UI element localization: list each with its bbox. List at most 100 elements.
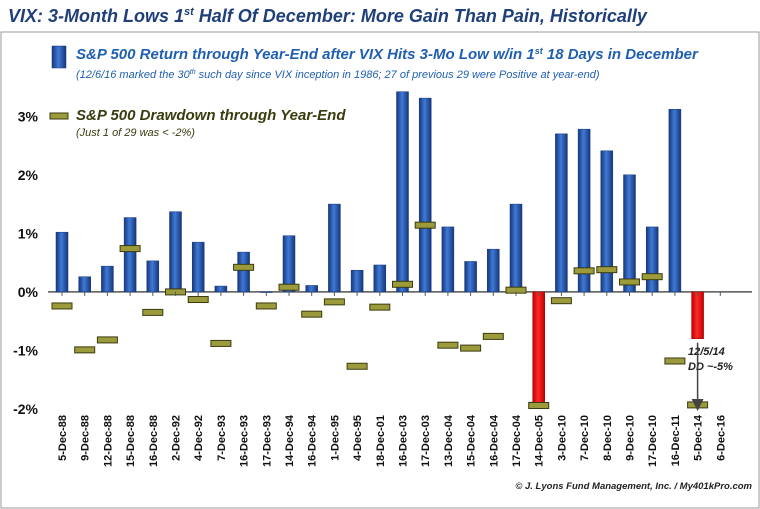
x-axis-labels: 5-Dec-88 9-Dec-88 12-Dec-88 15-Dec-88 16-Dec… (57, 291, 727, 467)
drawdown-marker (369, 303, 391, 311)
x-tick-label: 18-Dec-01 (375, 415, 387, 467)
legend-returns-subtitle: (12/6/16 marked the 30th such day since … (76, 69, 600, 81)
return-bar (668, 108, 682, 293)
legend-drawdown-title: S&P 500 Drawdown through Year-End (76, 107, 346, 124)
x-tick-label: 1-Dec-95 (329, 415, 341, 461)
drawdown-markers (51, 221, 709, 409)
x-tick-label: 14-Dec-94 (284, 414, 296, 467)
return-bar (396, 91, 409, 293)
return-bar (305, 285, 318, 293)
drawdown-marker (96, 336, 118, 344)
drawdown-marker (414, 221, 436, 229)
return-bar (691, 291, 704, 339)
x-tick-label: 7-Dec-93 (216, 415, 228, 461)
x-tick-label: 6-Dec-16 (715, 415, 727, 461)
y-tick-label: -1% (13, 342, 38, 358)
legend-drawdown-swatch (49, 112, 69, 120)
drawdown-marker (596, 266, 618, 274)
y-tick-label: 3% (18, 108, 39, 124)
return-bar (441, 226, 455, 293)
y-tick-label: -2% (13, 401, 38, 417)
return-bar (146, 260, 160, 293)
return-bar (623, 174, 636, 293)
x-tick-label: 15-Dec-88 (125, 415, 137, 467)
drawdown-marker (460, 344, 482, 352)
legend-returns-swatch (51, 45, 67, 69)
x-tick-label: 16-Dec-04 (488, 414, 500, 467)
x-tick-label: 16-Dec-88 (148, 415, 160, 467)
drawdown-marker (482, 332, 504, 340)
return-bar (169, 211, 182, 293)
x-tick-label: 13-Dec-04 (443, 414, 455, 467)
x-tick-label: 16-Dec-11 (670, 415, 682, 466)
x-tick-label: 2-Dec-92 (171, 415, 183, 461)
legend-returns-title: S&P 500 Return through Year-End after VI… (76, 46, 699, 63)
annotation-drawdown: DD ~-5% (688, 361, 733, 373)
annotation-date: 12/5/14 (688, 346, 725, 358)
return-bar (464, 261, 477, 293)
y-tick-label: 0% (18, 284, 39, 300)
chart-title: VIX: 3-Month Lows 1st Half Of December: … (8, 6, 647, 26)
drawdown-marker (142, 308, 164, 316)
drawdown-marker (641, 273, 663, 281)
return-bar (487, 248, 500, 293)
x-tick-label: 17-Dec-93 (261, 415, 273, 467)
legend-returns: S&P 500 Return through Year-End after VI… (51, 45, 699, 81)
return-bar (55, 231, 69, 293)
copyright: © J. Lyons Fund Management, Inc. / My401… (515, 481, 752, 492)
x-tick-label: 5-Dec-14 (693, 414, 705, 461)
return-bar (123, 217, 137, 293)
drawdown-marker (437, 341, 459, 349)
x-tick-label: 7-Dec-10 (579, 415, 591, 461)
return-bars (55, 91, 704, 406)
return-bar (328, 203, 341, 293)
legend-drawdown: S&P 500 Drawdown through Year-End (Just … (49, 107, 346, 139)
x-tick-label: 15-Dec-04 (466, 414, 478, 467)
x-tick-label: 3-Dec-10 (556, 415, 568, 461)
legend-drawdown-subtitle: (Just 1 of 29 was < -2%) (76, 127, 195, 139)
x-tick-label: 14-Dec-05 (534, 415, 546, 467)
drawdown-marker (301, 310, 323, 318)
x-tick-label: 16-Dec-03 (398, 415, 410, 467)
return-bar (373, 264, 387, 293)
return-bar (214, 285, 228, 293)
return-bar (282, 235, 296, 293)
y-axis: -2% -1% 0% 1% 2% 3% (13, 108, 38, 417)
x-tick-label: 5-Dec-88 (57, 415, 69, 461)
return-bar (532, 291, 545, 406)
x-tick-label: 17-Dec-03 (420, 415, 432, 467)
x-tick-label: 16-Dec-93 (239, 415, 251, 467)
x-tick-label: 12-Dec-88 (102, 415, 114, 467)
drawdown-marker (74, 346, 96, 354)
plot-border (0, 31, 760, 509)
return-bar (78, 276, 91, 293)
annotation-2014: 12/5/14 DD ~-5% (688, 342, 733, 411)
return-bar (509, 203, 523, 293)
drawdown-marker (233, 263, 255, 271)
drawdown-marker (664, 357, 686, 365)
return-bar (101, 265, 114, 293)
drawdown-marker (51, 302, 73, 310)
drawdown-marker (119, 245, 141, 253)
drawdown-marker (210, 339, 232, 347)
x-tick-label: 17-Dec-04 (511, 414, 523, 467)
drawdown-marker (573, 267, 595, 275)
drawdown-marker (550, 297, 572, 305)
return-bar (350, 269, 364, 293)
drawdown-marker (323, 298, 345, 306)
return-bar (645, 226, 659, 293)
drawdown-marker (392, 280, 413, 288)
x-tick-label: 4-Dec-95 (352, 415, 364, 461)
drawdown-marker (255, 302, 277, 310)
return-bar (555, 133, 568, 293)
return-bar (418, 97, 432, 293)
x-tick-label: 9-Dec-88 (80, 415, 92, 461)
drawdown-marker (187, 296, 209, 304)
x-tick-label: 9-Dec-10 (625, 415, 637, 461)
x-tick-label: 8-Dec-10 (602, 415, 614, 461)
x-tick-label: 16-Dec-94 (307, 414, 319, 467)
y-tick-label: 1% (18, 225, 39, 241)
drawdown-marker (346, 362, 368, 370)
return-bar (237, 251, 250, 293)
